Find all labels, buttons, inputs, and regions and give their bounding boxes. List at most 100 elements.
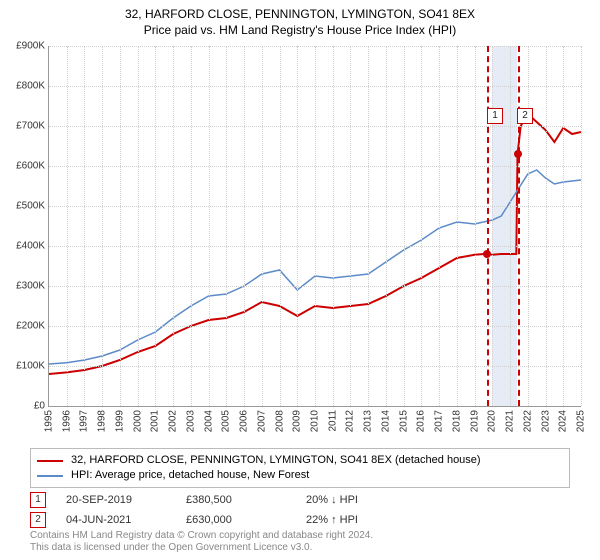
legend-item: HPI: Average price, detached house, New … <box>37 468 563 483</box>
y-tick-label: £900K <box>16 41 45 52</box>
x-tick-label: 2015 <box>398 410 409 432</box>
gridline-vertical <box>457 46 458 406</box>
gridline-vertical <box>546 46 547 406</box>
gridline-vertical <box>226 46 227 406</box>
x-tick-label: 2002 <box>168 410 179 432</box>
gridline-vertical <box>333 46 334 406</box>
x-tick-label: 2003 <box>185 410 196 432</box>
gridline-vertical <box>155 46 156 406</box>
gridline-vertical <box>350 46 351 406</box>
gridline-vertical <box>173 46 174 406</box>
event-delta: 20% ↓ HPI <box>306 494 406 506</box>
gridline-vertical <box>421 46 422 406</box>
x-tick-label: 2012 <box>345 410 356 432</box>
x-tick-label: 2017 <box>434 410 445 432</box>
legend: 32, HARFORD CLOSE, PENNINGTON, LYMINGTON… <box>30 448 570 488</box>
x-tick-label: 2022 <box>522 410 533 432</box>
gridline-vertical <box>581 46 582 406</box>
x-tick-label: 2024 <box>558 410 569 432</box>
gridline-vertical <box>297 46 298 406</box>
gridline-vertical <box>386 46 387 406</box>
y-tick-label: £100K <box>16 361 45 372</box>
x-tick-label: 1996 <box>61 410 72 432</box>
footer-attribution: Contains HM Land Registry data © Crown c… <box>30 530 570 554</box>
sale-marker-badge: 1 <box>487 108 503 124</box>
x-tick-label: 2019 <box>469 410 480 432</box>
x-tick-label: 2001 <box>150 410 161 432</box>
gridline-vertical <box>510 46 511 406</box>
sale-point-dot <box>483 250 491 258</box>
x-tick-label: 2025 <box>576 410 587 432</box>
x-tick-label: 2009 <box>292 410 303 432</box>
event-date: 04-JUN-2021 <box>66 514 166 526</box>
event-price: £380,500 <box>186 494 286 506</box>
footer-line1: Contains HM Land Registry data © Crown c… <box>30 530 570 542</box>
gridline-vertical <box>368 46 369 406</box>
event-badge: 1 <box>30 492 46 508</box>
x-tick-label: 2020 <box>487 410 498 432</box>
sale-marker-line <box>487 46 489 406</box>
x-tick-label: 1997 <box>79 410 90 432</box>
footer-line2: This data is licensed under the Open Gov… <box>30 542 570 554</box>
gridline-vertical <box>280 46 281 406</box>
x-tick-label: 2010 <box>310 410 321 432</box>
y-tick-label: £800K <box>16 81 45 92</box>
x-tick-label: 1998 <box>97 410 108 432</box>
chart-title: 32, HARFORD CLOSE, PENNINGTON, LYMINGTON… <box>0 0 600 38</box>
event-badge: 2 <box>30 512 46 528</box>
sale-marker-line <box>518 46 520 406</box>
y-tick-label: £700K <box>16 121 45 132</box>
x-tick-label: 2011 <box>327 410 338 432</box>
x-tick-label: 1995 <box>44 410 55 432</box>
gridline-vertical <box>315 46 316 406</box>
x-tick-label: 2008 <box>274 410 285 432</box>
x-tick-label: 2023 <box>540 410 551 432</box>
gridline-vertical <box>120 46 121 406</box>
x-tick-label: 2000 <box>132 410 143 432</box>
x-tick-label: 2013 <box>363 410 374 432</box>
x-tick-label: 2016 <box>416 410 427 432</box>
x-tick-label: 2005 <box>221 410 232 432</box>
y-tick-label: £200K <box>16 321 45 332</box>
event-date: 20-SEP-2019 <box>66 494 166 506</box>
title-line1: 32, HARFORD CLOSE, PENNINGTON, LYMINGTON… <box>0 6 600 22</box>
x-tick-label: 2004 <box>203 410 214 432</box>
gridline-vertical <box>528 46 529 406</box>
x-tick-label: 2018 <box>451 410 462 432</box>
legend-item: 32, HARFORD CLOSE, PENNINGTON, LYMINGTON… <box>37 453 563 468</box>
x-tick-label: 2014 <box>380 410 391 432</box>
sale-marker-badge: 2 <box>517 108 533 124</box>
sale-events: 1 20-SEP-2019 £380,500 20% ↓ HPI 2 04-JU… <box>30 490 570 530</box>
gridline-vertical <box>404 46 405 406</box>
event-row: 1 20-SEP-2019 £380,500 20% ↓ HPI <box>30 490 570 510</box>
x-tick-label: 2007 <box>256 410 267 432</box>
gridline-vertical <box>244 46 245 406</box>
gridline-vertical <box>67 46 68 406</box>
y-tick-label: £400K <box>16 241 45 252</box>
gridline-vertical <box>191 46 192 406</box>
gridline-vertical <box>138 46 139 406</box>
sale-point-dot <box>514 150 522 158</box>
y-tick-label: £300K <box>16 281 45 292</box>
event-delta: 22% ↑ HPI <box>306 514 406 526</box>
gridline-vertical <box>209 46 210 406</box>
event-row: 2 04-JUN-2021 £630,000 22% ↑ HPI <box>30 510 570 530</box>
legend-label: 32, HARFORD CLOSE, PENNINGTON, LYMINGTON… <box>71 454 481 467</box>
x-tick-label: 1999 <box>114 410 125 432</box>
title-line2: Price paid vs. HM Land Registry's House … <box>0 22 600 38</box>
y-tick-label: £600K <box>16 161 45 172</box>
gridline-vertical <box>439 46 440 406</box>
legend-swatch <box>37 475 63 477</box>
gridline-vertical <box>563 46 564 406</box>
gridline-vertical <box>84 46 85 406</box>
chart-plot-area: £0£100K£200K£300K£400K£500K£600K£700K£80… <box>48 46 581 407</box>
y-tick-label: £500K <box>16 201 45 212</box>
gridline-vertical <box>102 46 103 406</box>
x-tick-label: 2021 <box>505 410 516 432</box>
legend-swatch <box>37 460 63 462</box>
gridline-vertical <box>492 46 493 406</box>
event-price: £630,000 <box>186 514 286 526</box>
x-tick-label: 2006 <box>239 410 250 432</box>
legend-label: HPI: Average price, detached house, New … <box>71 469 309 482</box>
gridline-vertical <box>475 46 476 406</box>
